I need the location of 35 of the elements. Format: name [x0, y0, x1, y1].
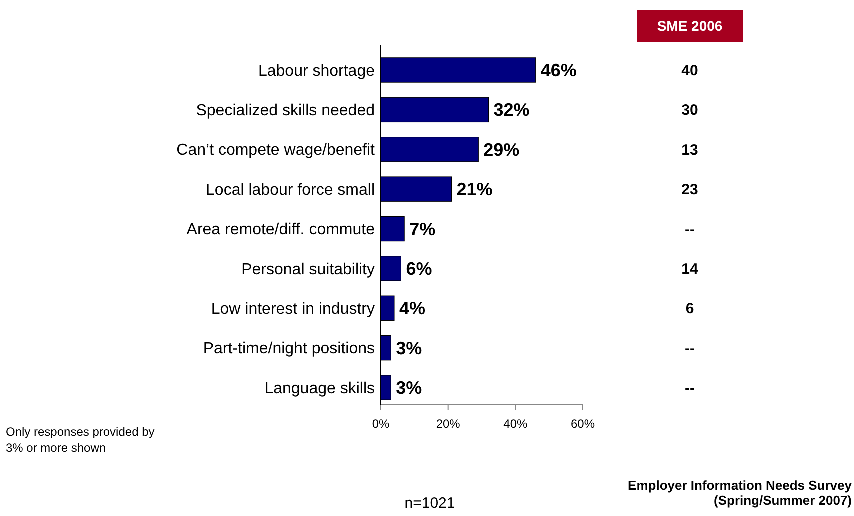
data-label: 46% — [540, 60, 577, 81]
x-tick-label: 40% — [504, 417, 528, 431]
data-label: 29% — [484, 140, 520, 160]
text: 14 — [682, 260, 699, 278]
data-label: 4% — [399, 298, 426, 319]
y-tick-label: Low interest in industry — [211, 300, 375, 318]
text: n=1021 — [404, 495, 456, 512]
text: -- — [685, 221, 695, 238]
data-label: 32% — [494, 100, 530, 120]
text: 23 — [682, 182, 698, 199]
x-tick-label: 20% — [436, 417, 461, 431]
y-tick-label: Labour shortage — [258, 62, 376, 80]
y-tick-label: Can’t compete wage/benefit — [176, 142, 376, 160]
y-tick-label: Part-time/night positions — [203, 340, 375, 358]
data-label: 6% — [406, 258, 432, 279]
data-label: 7% — [410, 219, 436, 240]
data-label: 3% — [396, 338, 422, 358]
y-tick-label: Personal suitability — [242, 261, 375, 278]
text: Employer Information Needs Survey (Spring/Summer 2007) — [627, 478, 852, 508]
text: -- — [685, 380, 695, 398]
y-tick-label: Local labour force small — [206, 182, 375, 199]
text: 30 — [682, 102, 698, 120]
x-tick-label: 60% — [570, 417, 596, 431]
text: 13 — [682, 142, 698, 159]
x-tick-label: 0% — [372, 417, 390, 431]
y-tick-label: Area remote/diff. commute — [186, 222, 376, 239]
text: SME 2006 — [657, 18, 723, 34]
y-tick-label: Specialized skills needed — [196, 102, 375, 120]
data-label: 21% — [456, 180, 493, 200]
y-tick-label: Language skills — [264, 380, 375, 398]
text: -- — [685, 340, 695, 358]
text: 6 — [686, 300, 694, 318]
data-label: 3% — [396, 378, 422, 398]
text: 40 — [682, 62, 698, 80]
text: Only responses provided by 3% or more shown — [6, 424, 156, 456]
